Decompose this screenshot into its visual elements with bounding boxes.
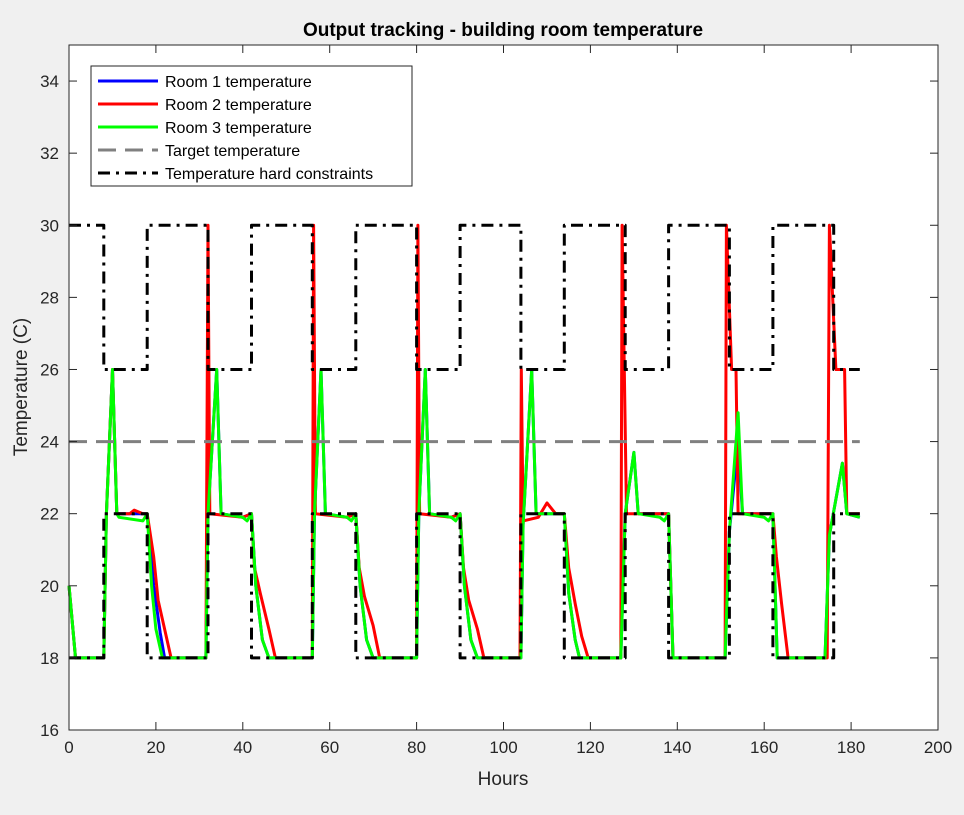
y-tick-label: 22 bbox=[40, 505, 59, 524]
series-5 bbox=[69, 223, 860, 660]
y-tick-label: 28 bbox=[40, 288, 59, 307]
y-axis-label: Temperature (C) bbox=[11, 318, 32, 456]
x-tick-label: 40 bbox=[233, 738, 252, 757]
x-tick-label: 200 bbox=[924, 738, 952, 757]
series-layer bbox=[67, 223, 861, 660]
x-tick-label: 20 bbox=[146, 738, 165, 757]
x-tick-label: 80 bbox=[407, 738, 426, 757]
series-line bbox=[69, 512, 860, 660]
legend-label: Room 1 temperature bbox=[165, 74, 312, 91]
y-tick-label: 18 bbox=[40, 649, 59, 668]
series-line bbox=[69, 223, 860, 371]
legend: Room 1 temperature Room 2 temperature Room… bbox=[90, 65, 413, 187]
y-tick-label: 24 bbox=[40, 433, 59, 452]
y-tick-label: 16 bbox=[40, 721, 59, 740]
x-tick-label: 160 bbox=[750, 738, 778, 757]
chart-title: Output tracking - building room temperat… bbox=[303, 20, 703, 41]
y-tick-label: 32 bbox=[40, 144, 59, 163]
x-tick-label: 180 bbox=[837, 738, 865, 757]
x-axis-label: Hours bbox=[478, 769, 529, 790]
y-tick-label: 26 bbox=[40, 360, 59, 379]
y-tick-label: 34 bbox=[40, 72, 59, 91]
x-tick-label: 140 bbox=[663, 738, 691, 757]
x-tick-label: 60 bbox=[320, 738, 339, 757]
legend-label: Temperature hard constraints bbox=[165, 166, 373, 183]
y-axis: 16 18 20 22 24 26 28 30 32 34 bbox=[40, 72, 938, 740]
x-tick-label: 100 bbox=[489, 738, 517, 757]
x-tick-label: 120 bbox=[576, 738, 604, 757]
legend-label: Target temperature bbox=[165, 143, 300, 160]
legend-label: Room 2 temperature bbox=[165, 97, 312, 114]
x-axis: 0 20 40 60 80 100 120 140 160 180 200 bbox=[64, 45, 952, 757]
x-tick-label: 0 bbox=[64, 738, 73, 757]
y-tick-label: 20 bbox=[40, 577, 59, 596]
legend-label: Room 3 temperature bbox=[165, 120, 312, 137]
y-tick-label: 30 bbox=[40, 216, 59, 235]
